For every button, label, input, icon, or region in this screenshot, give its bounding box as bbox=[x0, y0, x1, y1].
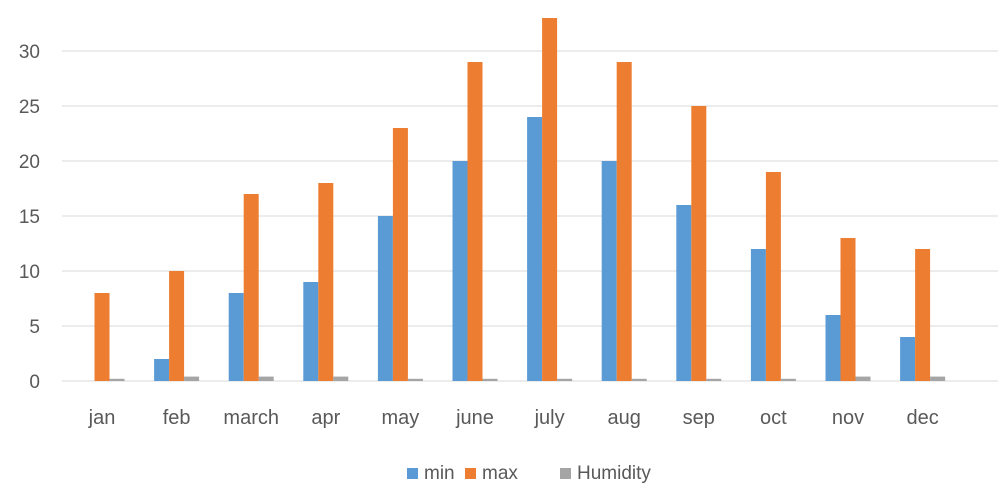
bar-max-sep bbox=[691, 106, 707, 381]
bar-max-may bbox=[392, 128, 408, 381]
bar-max-march bbox=[243, 194, 259, 381]
x-category-label: feb bbox=[163, 407, 191, 429]
bar-humidity-oct bbox=[780, 378, 796, 381]
bar-max-dec bbox=[915, 249, 931, 381]
x-category-label: aug bbox=[608, 407, 641, 429]
bar-min-apr bbox=[303, 282, 319, 381]
bar-min-may bbox=[377, 216, 393, 381]
bar-max-nov bbox=[840, 238, 856, 381]
x-axis-categories: jan feb march apr may june july aug sep oct nov dec bbox=[88, 407, 939, 429]
bar-humidity-march bbox=[258, 376, 274, 381]
bar-min-dec bbox=[900, 337, 916, 381]
bar-humidity-sep bbox=[706, 378, 722, 381]
x-category-label: sep bbox=[683, 407, 715, 429]
x-category-label: apr bbox=[311, 407, 340, 429]
y-tick-label: 0 bbox=[29, 372, 40, 393]
bar-humidity-aug bbox=[631, 378, 647, 381]
legend-swatch-humidity bbox=[560, 468, 571, 479]
bar-min-aug bbox=[601, 161, 617, 381]
legend-label-humidity: Humidity bbox=[577, 463, 651, 484]
y-tick-label: 30 bbox=[19, 42, 40, 63]
bar-min-oct bbox=[750, 249, 766, 381]
bar-min-feb bbox=[154, 359, 170, 381]
x-category-label: jan bbox=[88, 407, 116, 429]
bar-humidity-apr bbox=[333, 376, 349, 381]
legend: min max Humidity bbox=[407, 463, 651, 484]
legend-label-min: min bbox=[424, 463, 455, 484]
y-tick-label: 20 bbox=[19, 152, 40, 173]
legend-swatch-min bbox=[407, 468, 418, 479]
bar-min-march bbox=[228, 293, 244, 381]
bars bbox=[94, 18, 946, 381]
bar-max-feb bbox=[169, 271, 185, 381]
bar-min-june bbox=[452, 161, 468, 381]
bar-max-oct bbox=[765, 172, 781, 381]
x-category-label: dec bbox=[906, 407, 938, 429]
y-tick-label: 15 bbox=[19, 207, 40, 228]
legend-swatch-max bbox=[465, 468, 476, 479]
bar-max-apr bbox=[318, 183, 334, 381]
bar-min-nov bbox=[825, 315, 841, 381]
bar-max-jan bbox=[94, 293, 110, 381]
bar-humidity-feb bbox=[184, 376, 200, 381]
bar-humidity-july bbox=[557, 378, 573, 381]
bar-max-july bbox=[542, 18, 558, 381]
bar-humidity-nov bbox=[855, 376, 871, 381]
x-category-label: march bbox=[223, 407, 279, 429]
x-category-label: oct bbox=[760, 407, 787, 429]
y-tick-label: 10 bbox=[19, 262, 40, 283]
legend-label-max: max bbox=[482, 463, 518, 484]
y-axis-ticks: 0 5 10 15 20 25 30 bbox=[19, 42, 40, 393]
bar-max-june bbox=[467, 62, 483, 381]
bar-humidity-jan bbox=[109, 378, 125, 381]
bar-min-sep bbox=[676, 205, 692, 381]
bar-humidity-may bbox=[407, 378, 423, 381]
x-category-label: nov bbox=[832, 407, 864, 429]
bar-humidity-june bbox=[482, 378, 498, 381]
bar-min-july bbox=[527, 117, 543, 381]
x-category-label: june bbox=[455, 407, 494, 429]
x-category-label: july bbox=[534, 407, 565, 429]
bar-max-aug bbox=[616, 62, 632, 381]
x-category-label: may bbox=[382, 407, 420, 429]
bar-humidity-dec bbox=[930, 376, 946, 381]
y-tick-label: 5 bbox=[29, 317, 40, 338]
y-tick-label: 25 bbox=[19, 97, 40, 118]
